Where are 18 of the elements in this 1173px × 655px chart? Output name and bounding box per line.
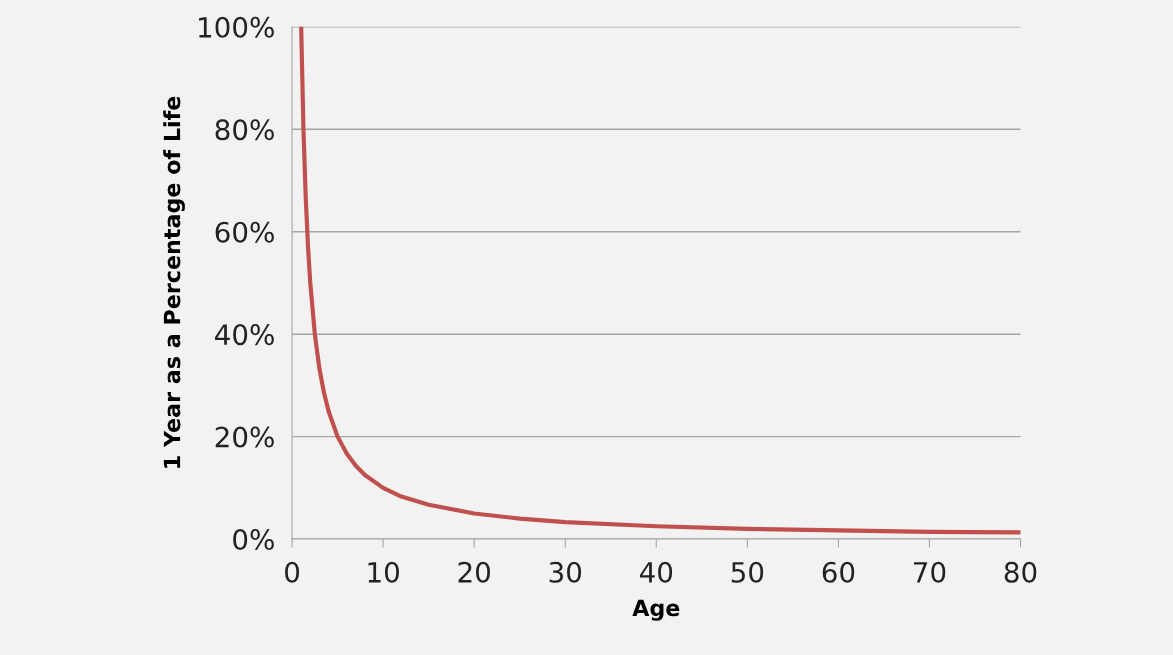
x-tick-label: 50 [731,561,764,583]
y-tick-label: 100% [199,16,274,38]
y-tick-label: 20% [215,426,274,448]
x-tick-label: 80 [1004,561,1037,583]
y-tick-label: 60% [215,221,274,243]
y-tick-label: 80% [215,119,274,141]
x-tick-label: 40 [639,561,673,583]
y-tick-label: 40% [215,324,274,346]
line-series [299,26,1021,535]
x-tick-label: 10 [368,561,399,583]
x-tick-label: 0 [285,561,300,583]
x-tick-label: 30 [549,561,582,583]
x-tick-label: 20 [458,561,491,583]
x-axis-title: Age [632,599,680,621]
x-tick-label: 70 [914,561,946,583]
y-axis-title: 1 Year as a Percentage of Life [163,96,185,468]
y-tick-label: 0% [233,529,274,551]
x-tick-label: 60 [822,561,855,583]
